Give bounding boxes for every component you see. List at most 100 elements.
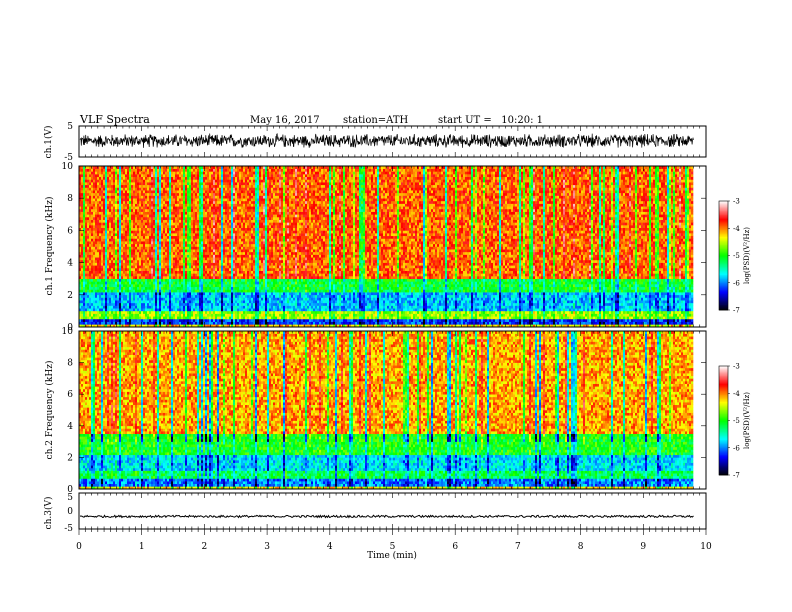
spectrogram-cell bbox=[121, 176, 124, 180]
spectrogram-cell bbox=[81, 324, 84, 328]
spectrogram-cell bbox=[107, 176, 110, 180]
spectrogram-cell bbox=[143, 246, 146, 250]
spectrogram-cell bbox=[203, 313, 206, 317]
spectrogram-cell bbox=[181, 182, 184, 186]
spectrogram-cell bbox=[107, 265, 110, 269]
spectrogram-cell bbox=[97, 262, 100, 266]
spectrogram-cell bbox=[195, 182, 198, 186]
spectrogram-cell bbox=[153, 176, 156, 180]
spectrogram-cell bbox=[105, 292, 108, 296]
spectrogram-cell bbox=[199, 235, 202, 239]
spectrogram-cell bbox=[221, 276, 224, 279]
spectrogram-cell bbox=[213, 184, 216, 188]
spectrogram-cell bbox=[83, 276, 86, 279]
spectrogram-cell bbox=[149, 203, 152, 207]
spectrogram-cell bbox=[221, 219, 224, 223]
spectrogram-cell bbox=[149, 214, 152, 218]
spectrogram-cell bbox=[173, 233, 176, 237]
spectrogram-cell bbox=[133, 267, 136, 271]
spectrogram-cell bbox=[93, 230, 96, 234]
spectrogram-cell bbox=[113, 192, 116, 196]
spectrogram-cell bbox=[89, 276, 92, 279]
spectrogram-cell bbox=[191, 211, 194, 215]
spectrogram-cell bbox=[89, 166, 92, 169]
spectrogram-cell bbox=[195, 262, 198, 266]
spectrogram-cell bbox=[231, 203, 234, 207]
spectrogram-cell bbox=[119, 190, 122, 194]
spectrogram-cell bbox=[161, 200, 164, 204]
spectrogram-cell bbox=[235, 182, 238, 186]
spectrogram-cell bbox=[87, 198, 90, 202]
spectrogram-cell bbox=[125, 233, 128, 237]
spectrogram-cell bbox=[191, 292, 194, 296]
spectrogram-cell bbox=[219, 265, 222, 269]
spectrogram-cell bbox=[151, 321, 154, 325]
spectrogram-cell bbox=[229, 308, 232, 312]
spectrogram-cell bbox=[139, 238, 142, 242]
spectrogram-cell bbox=[197, 251, 200, 255]
spectrogram-cell bbox=[95, 302, 98, 306]
spectrogram-cell bbox=[211, 310, 214, 314]
spectrogram-cell bbox=[123, 216, 126, 220]
spectrogram-cell bbox=[207, 219, 210, 223]
spectrogram-cell bbox=[117, 179, 120, 183]
spectrogram-cell bbox=[193, 238, 196, 242]
spectrogram-cell bbox=[99, 249, 102, 253]
spectrogram-cell bbox=[117, 187, 120, 191]
spectrogram-cell bbox=[155, 227, 158, 231]
spectrogram-cell bbox=[187, 267, 190, 271]
spectrogram-cell bbox=[157, 259, 160, 263]
spectrogram-cell bbox=[223, 216, 226, 220]
spectrogram-cell bbox=[179, 166, 182, 169]
spectrogram-cell bbox=[115, 318, 118, 322]
spectrogram-cell bbox=[111, 324, 114, 328]
spectrogram-cell bbox=[159, 174, 162, 178]
spectrogram-cell bbox=[147, 318, 150, 322]
spectrogram-cell bbox=[115, 254, 118, 258]
spectrogram-cell bbox=[235, 262, 238, 266]
spectrogram-cell bbox=[97, 206, 100, 210]
spectrogram-cell bbox=[115, 211, 118, 215]
spectrogram-cell bbox=[195, 230, 198, 234]
spectrogram-cell bbox=[107, 230, 110, 234]
spectrogram-cell bbox=[157, 179, 160, 183]
spectrogram-cell bbox=[235, 265, 238, 269]
spectrogram-cell bbox=[189, 313, 192, 317]
spectrogram-cell bbox=[171, 276, 174, 279]
spectrogram-cell bbox=[237, 276, 240, 279]
spectrogram-cell bbox=[115, 176, 118, 180]
spectrogram-cell bbox=[99, 281, 102, 285]
spectrogram-cell bbox=[109, 214, 112, 218]
spectrogram-cell bbox=[117, 300, 120, 304]
spectrogram-cell bbox=[153, 267, 156, 271]
spectrogram-cell bbox=[225, 249, 228, 253]
spectrogram-cell bbox=[157, 222, 160, 226]
spectrogram-cell bbox=[119, 238, 122, 242]
spectrogram-cell bbox=[165, 211, 168, 215]
spectrogram-cell bbox=[91, 206, 94, 210]
spectrogram-cell bbox=[143, 254, 146, 258]
spectrogram-cell bbox=[197, 308, 200, 312]
spectrogram-cell bbox=[157, 184, 160, 188]
spectrogram-cell bbox=[113, 267, 116, 271]
spectrogram-cell bbox=[225, 313, 228, 317]
spectrogram-cell bbox=[171, 200, 174, 204]
spectrogram-cell bbox=[83, 318, 86, 322]
spectrogram-cell bbox=[159, 216, 162, 220]
spectrogram-cell bbox=[147, 243, 150, 247]
spectrogram-cell bbox=[125, 176, 128, 180]
spectrogram-cell bbox=[147, 251, 150, 255]
spectrogram-cell bbox=[83, 214, 86, 218]
spectrogram-cell bbox=[195, 284, 198, 288]
spectrogram-cell bbox=[81, 251, 84, 255]
spectrogram-cell bbox=[179, 225, 182, 229]
spectrogram-cell bbox=[93, 262, 96, 266]
spectrogram-cell bbox=[101, 305, 104, 309]
spectrogram-cell bbox=[201, 243, 204, 247]
spectrogram-cell bbox=[131, 214, 134, 218]
spectrogram-cell bbox=[81, 195, 84, 199]
spectrogram-cell bbox=[137, 313, 140, 317]
spectrogram-cell bbox=[211, 254, 214, 258]
spectrogram-cell bbox=[85, 238, 88, 242]
spectrogram-cell bbox=[83, 179, 86, 183]
